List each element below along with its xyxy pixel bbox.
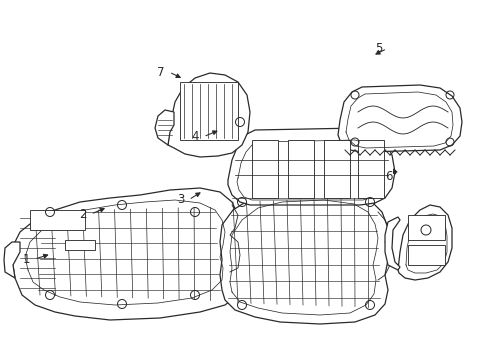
- Polygon shape: [338, 85, 462, 152]
- Polygon shape: [358, 140, 384, 198]
- Polygon shape: [12, 188, 240, 320]
- Polygon shape: [408, 215, 445, 240]
- Polygon shape: [252, 140, 278, 198]
- Polygon shape: [324, 140, 350, 198]
- Polygon shape: [408, 245, 445, 265]
- Polygon shape: [228, 128, 395, 205]
- Polygon shape: [30, 210, 85, 230]
- Text: 1: 1: [23, 253, 30, 266]
- Polygon shape: [398, 205, 452, 280]
- Polygon shape: [4, 242, 20, 278]
- Text: 6: 6: [385, 170, 392, 183]
- Polygon shape: [220, 190, 390, 324]
- Polygon shape: [180, 82, 238, 140]
- Text: 3: 3: [177, 193, 184, 206]
- Polygon shape: [385, 217, 400, 270]
- Polygon shape: [65, 240, 95, 250]
- Polygon shape: [155, 110, 174, 145]
- Text: 7: 7: [157, 66, 165, 78]
- Text: 4: 4: [192, 130, 199, 143]
- Text: 5: 5: [375, 42, 383, 55]
- Polygon shape: [168, 73, 250, 157]
- Polygon shape: [288, 140, 314, 198]
- Text: 2: 2: [79, 208, 86, 221]
